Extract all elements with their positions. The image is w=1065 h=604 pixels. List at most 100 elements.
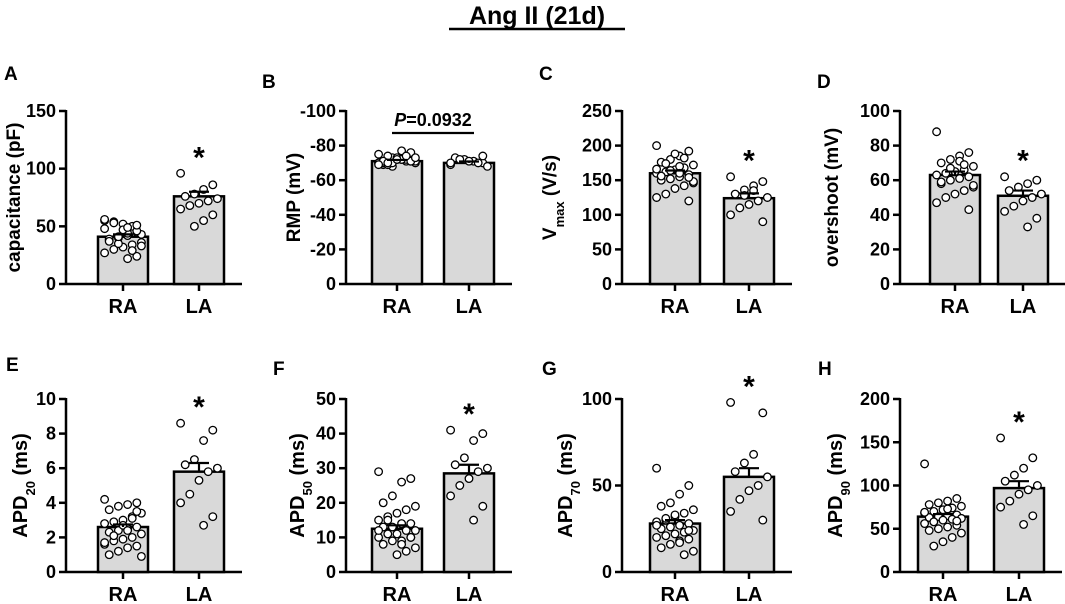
data-point-la (212, 463, 222, 473)
x-tick-label-la: LA (1010, 296, 1037, 318)
x-tick-label-ra: RA (383, 296, 412, 318)
data-point-ra (410, 526, 420, 535)
data-point-ra (132, 522, 142, 532)
data-point-la (1000, 476, 1010, 486)
panel-letter: F (273, 359, 285, 380)
data-point-ra (959, 160, 969, 170)
data-point-la (1000, 206, 1010, 216)
data-point-la (744, 486, 754, 496)
y-tick-label: 150 (582, 170, 612, 190)
data-point-ra (392, 529, 402, 539)
data-point-la (726, 172, 736, 182)
data-point-la (208, 210, 218, 220)
data-point-ra (113, 546, 123, 556)
y-tick-label: -20 (310, 239, 336, 259)
data-point-la (744, 199, 754, 209)
data-point-ra (652, 532, 662, 542)
bar-ra (928, 173, 982, 286)
data-point-ra (968, 180, 978, 190)
x-tick-label-ra: RA (109, 584, 138, 604)
data-point-ra (406, 532, 416, 542)
data-point-la (194, 475, 204, 485)
data-point-ra (132, 498, 142, 508)
data-point-ra (688, 546, 698, 556)
data-point-ra (410, 543, 420, 553)
data-point-la (1018, 196, 1028, 206)
y-tick-label: 40 (316, 424, 336, 444)
data-point-ra (955, 174, 965, 183)
y-tick-label: 0 (326, 562, 336, 582)
data-point-ra (684, 172, 694, 182)
data-point-ra (684, 196, 694, 206)
data-point-la (176, 498, 186, 508)
data-point-la (753, 481, 763, 490)
data-point-la (1032, 175, 1042, 185)
y-tick-label: 100 (582, 389, 612, 409)
data-point-ra (401, 526, 411, 535)
y-tick-label: -80 (310, 136, 336, 156)
data-point-ra (100, 494, 110, 504)
data-point-la (212, 194, 222, 204)
data-point-la (180, 191, 190, 201)
data-point-la (199, 436, 209, 445)
data-point-ra (932, 198, 942, 208)
data-point-la (1027, 193, 1037, 202)
y-tick-label: 30 (316, 458, 336, 478)
data-point-ra (100, 214, 110, 224)
y-axis-label: APD20 (ms) (10, 433, 38, 538)
data-point-ra (123, 526, 133, 535)
y-tick-label: 0 (46, 274, 56, 294)
data-point-ra (932, 127, 942, 137)
data-point-ra (410, 153, 420, 163)
y-tick-label: 60 (870, 170, 890, 190)
y-axis-label: Vmax (V/s) (540, 155, 567, 240)
data-point-ra (684, 481, 694, 490)
data-point-la (473, 467, 483, 477)
data-point-ra (938, 515, 948, 525)
data-point-ra (684, 534, 694, 544)
y-tick-label: 6 (46, 458, 56, 478)
data-point-ra (127, 532, 137, 542)
data-point-ra (964, 148, 974, 157)
y-tick-label: 200 (860, 389, 890, 409)
data-point-la (185, 201, 195, 211)
data-point-ra (959, 186, 969, 196)
data-point-la (189, 221, 199, 231)
y-tick-label: 80 (870, 136, 890, 156)
data-point-ra (936, 158, 946, 168)
data-point-la (726, 210, 736, 220)
panel-letter: G (542, 359, 557, 380)
data-point-ra (383, 515, 393, 525)
data-point-ra (679, 153, 689, 163)
data-point-ra (113, 501, 123, 511)
data-point-la (1004, 186, 1014, 196)
data-point-ra (952, 516, 962, 526)
data-point-ra (397, 539, 407, 549)
data-point-ra (920, 519, 930, 529)
data-point-la (735, 203, 745, 213)
data-point-la (446, 491, 456, 501)
y-tick-label: 20 (870, 239, 890, 259)
p-value-label: P=0.0932 (394, 110, 472, 130)
data-point-la (450, 460, 460, 470)
y-tick-label: 50 (592, 239, 612, 259)
data-point-la (203, 196, 213, 206)
data-point-ra (374, 526, 384, 535)
y-tick-label: 10 (36, 389, 56, 409)
y-axis-label: overshoot (mV) (822, 128, 843, 267)
data-point-la (739, 458, 749, 468)
data-point-ra (401, 505, 411, 515)
data-point-ra (675, 538, 685, 548)
data-point-ra (374, 515, 384, 525)
y-tick-label: 50 (870, 519, 890, 539)
data-point-ra (652, 164, 662, 174)
data-point-ra (936, 177, 946, 187)
data-point-ra (929, 517, 939, 527)
y-axis-label: APD70 (ms) (555, 433, 583, 538)
data-point-la (478, 151, 488, 161)
panel-f: F APD50 (ms) 0 10 20 30 40 50 RA LA * (273, 359, 512, 604)
data-point-ra (679, 508, 689, 518)
data-point-ra (924, 500, 934, 509)
data-point-ra (941, 193, 951, 202)
